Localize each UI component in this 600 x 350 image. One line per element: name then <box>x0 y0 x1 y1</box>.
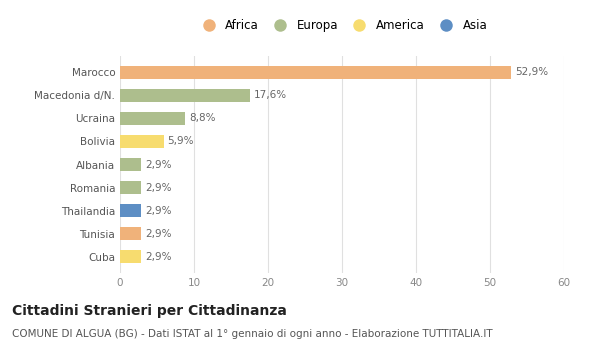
Text: 5,9%: 5,9% <box>167 136 194 146</box>
Text: 52,9%: 52,9% <box>515 67 548 77</box>
Text: 17,6%: 17,6% <box>254 90 287 100</box>
Text: 8,8%: 8,8% <box>189 113 215 123</box>
Text: 2,9%: 2,9% <box>145 160 172 169</box>
Bar <box>120 204 142 217</box>
Bar <box>120 112 185 125</box>
Legend: Africa, Europa, America, Asia: Africa, Europa, America, Asia <box>192 14 492 37</box>
Bar <box>120 135 164 148</box>
Bar <box>120 89 250 102</box>
Text: 2,9%: 2,9% <box>145 183 172 193</box>
Text: 2,9%: 2,9% <box>145 206 172 216</box>
Text: 2,9%: 2,9% <box>145 229 172 239</box>
Bar <box>120 66 511 78</box>
Bar <box>120 158 142 171</box>
Text: Cittadini Stranieri per Cittadinanza: Cittadini Stranieri per Cittadinanza <box>12 304 287 318</box>
Text: 2,9%: 2,9% <box>145 252 172 262</box>
Bar <box>120 228 142 240</box>
Text: COMUNE DI ALGUA (BG) - Dati ISTAT al 1° gennaio di ogni anno - Elaborazione TUTT: COMUNE DI ALGUA (BG) - Dati ISTAT al 1° … <box>12 329 493 339</box>
Bar <box>120 251 142 263</box>
Bar <box>120 181 142 194</box>
